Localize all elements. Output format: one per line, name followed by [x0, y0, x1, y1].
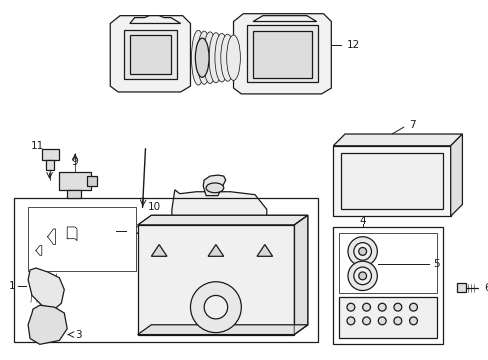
Bar — [41, 149, 59, 161]
Ellipse shape — [362, 317, 370, 325]
Text: 1: 1 — [9, 281, 16, 291]
Polygon shape — [203, 266, 210, 288]
Ellipse shape — [197, 31, 211, 84]
Ellipse shape — [206, 183, 224, 193]
Ellipse shape — [215, 33, 228, 82]
Bar — [339, 233, 436, 293]
Ellipse shape — [204, 296, 227, 319]
Polygon shape — [129, 15, 181, 23]
Ellipse shape — [191, 30, 205, 85]
Ellipse shape — [195, 38, 209, 77]
Ellipse shape — [353, 243, 371, 260]
Ellipse shape — [358, 272, 366, 280]
Polygon shape — [137, 325, 307, 334]
Polygon shape — [187, 266, 194, 288]
Polygon shape — [253, 15, 316, 22]
Bar — [129, 35, 171, 75]
Text: 12: 12 — [346, 40, 360, 50]
Polygon shape — [211, 266, 218, 288]
Polygon shape — [333, 134, 462, 146]
Polygon shape — [172, 266, 179, 288]
Bar — [67, 190, 81, 198]
Bar — [339, 297, 436, 338]
Text: 11: 11 — [31, 141, 44, 151]
Bar — [28, 207, 135, 271]
Polygon shape — [28, 305, 67, 345]
Polygon shape — [208, 244, 224, 256]
Polygon shape — [250, 266, 257, 288]
Ellipse shape — [362, 303, 370, 311]
Polygon shape — [151, 244, 167, 256]
Ellipse shape — [209, 33, 223, 83]
Ellipse shape — [409, 303, 417, 311]
Bar — [14, 198, 317, 342]
Ellipse shape — [203, 32, 217, 84]
Polygon shape — [258, 266, 264, 288]
Bar — [137, 225, 294, 334]
Text: 6: 6 — [483, 283, 488, 293]
Polygon shape — [137, 215, 307, 225]
Bar — [45, 161, 53, 170]
Polygon shape — [450, 134, 462, 216]
Text: 4: 4 — [359, 216, 365, 226]
Ellipse shape — [347, 237, 377, 266]
Polygon shape — [195, 266, 202, 288]
Polygon shape — [219, 266, 225, 288]
Bar — [247, 26, 317, 82]
Polygon shape — [294, 215, 307, 334]
Polygon shape — [28, 268, 64, 309]
Text: 5: 5 — [432, 259, 439, 269]
Text: 9: 9 — [72, 157, 78, 167]
Polygon shape — [233, 14, 331, 94]
Ellipse shape — [378, 303, 386, 311]
Bar — [59, 172, 90, 190]
Ellipse shape — [346, 317, 354, 325]
Polygon shape — [203, 175, 225, 195]
Ellipse shape — [190, 282, 241, 333]
Ellipse shape — [393, 317, 401, 325]
Bar — [456, 283, 466, 292]
Bar — [86, 176, 96, 186]
Text: 2: 2 — [135, 226, 142, 236]
Polygon shape — [110, 15, 190, 92]
Ellipse shape — [221, 34, 234, 81]
Polygon shape — [234, 266, 241, 288]
Bar — [341, 153, 442, 210]
Bar — [333, 146, 450, 216]
Polygon shape — [265, 266, 272, 288]
Text: 7: 7 — [409, 120, 415, 130]
Bar — [333, 227, 442, 345]
Polygon shape — [226, 266, 233, 288]
Ellipse shape — [347, 261, 377, 291]
Text: 8: 8 — [286, 239, 292, 249]
Ellipse shape — [409, 317, 417, 325]
Ellipse shape — [346, 303, 354, 311]
Text: 10: 10 — [147, 202, 160, 212]
Ellipse shape — [393, 303, 401, 311]
Bar — [123, 30, 177, 79]
Bar — [253, 31, 311, 78]
Text: 3: 3 — [75, 329, 81, 339]
Bar — [170, 285, 273, 293]
Polygon shape — [257, 244, 272, 256]
Polygon shape — [180, 266, 186, 288]
Polygon shape — [242, 266, 249, 288]
Polygon shape — [172, 190, 266, 266]
Ellipse shape — [378, 317, 386, 325]
Ellipse shape — [358, 247, 366, 255]
Ellipse shape — [353, 267, 371, 285]
Ellipse shape — [226, 35, 240, 80]
